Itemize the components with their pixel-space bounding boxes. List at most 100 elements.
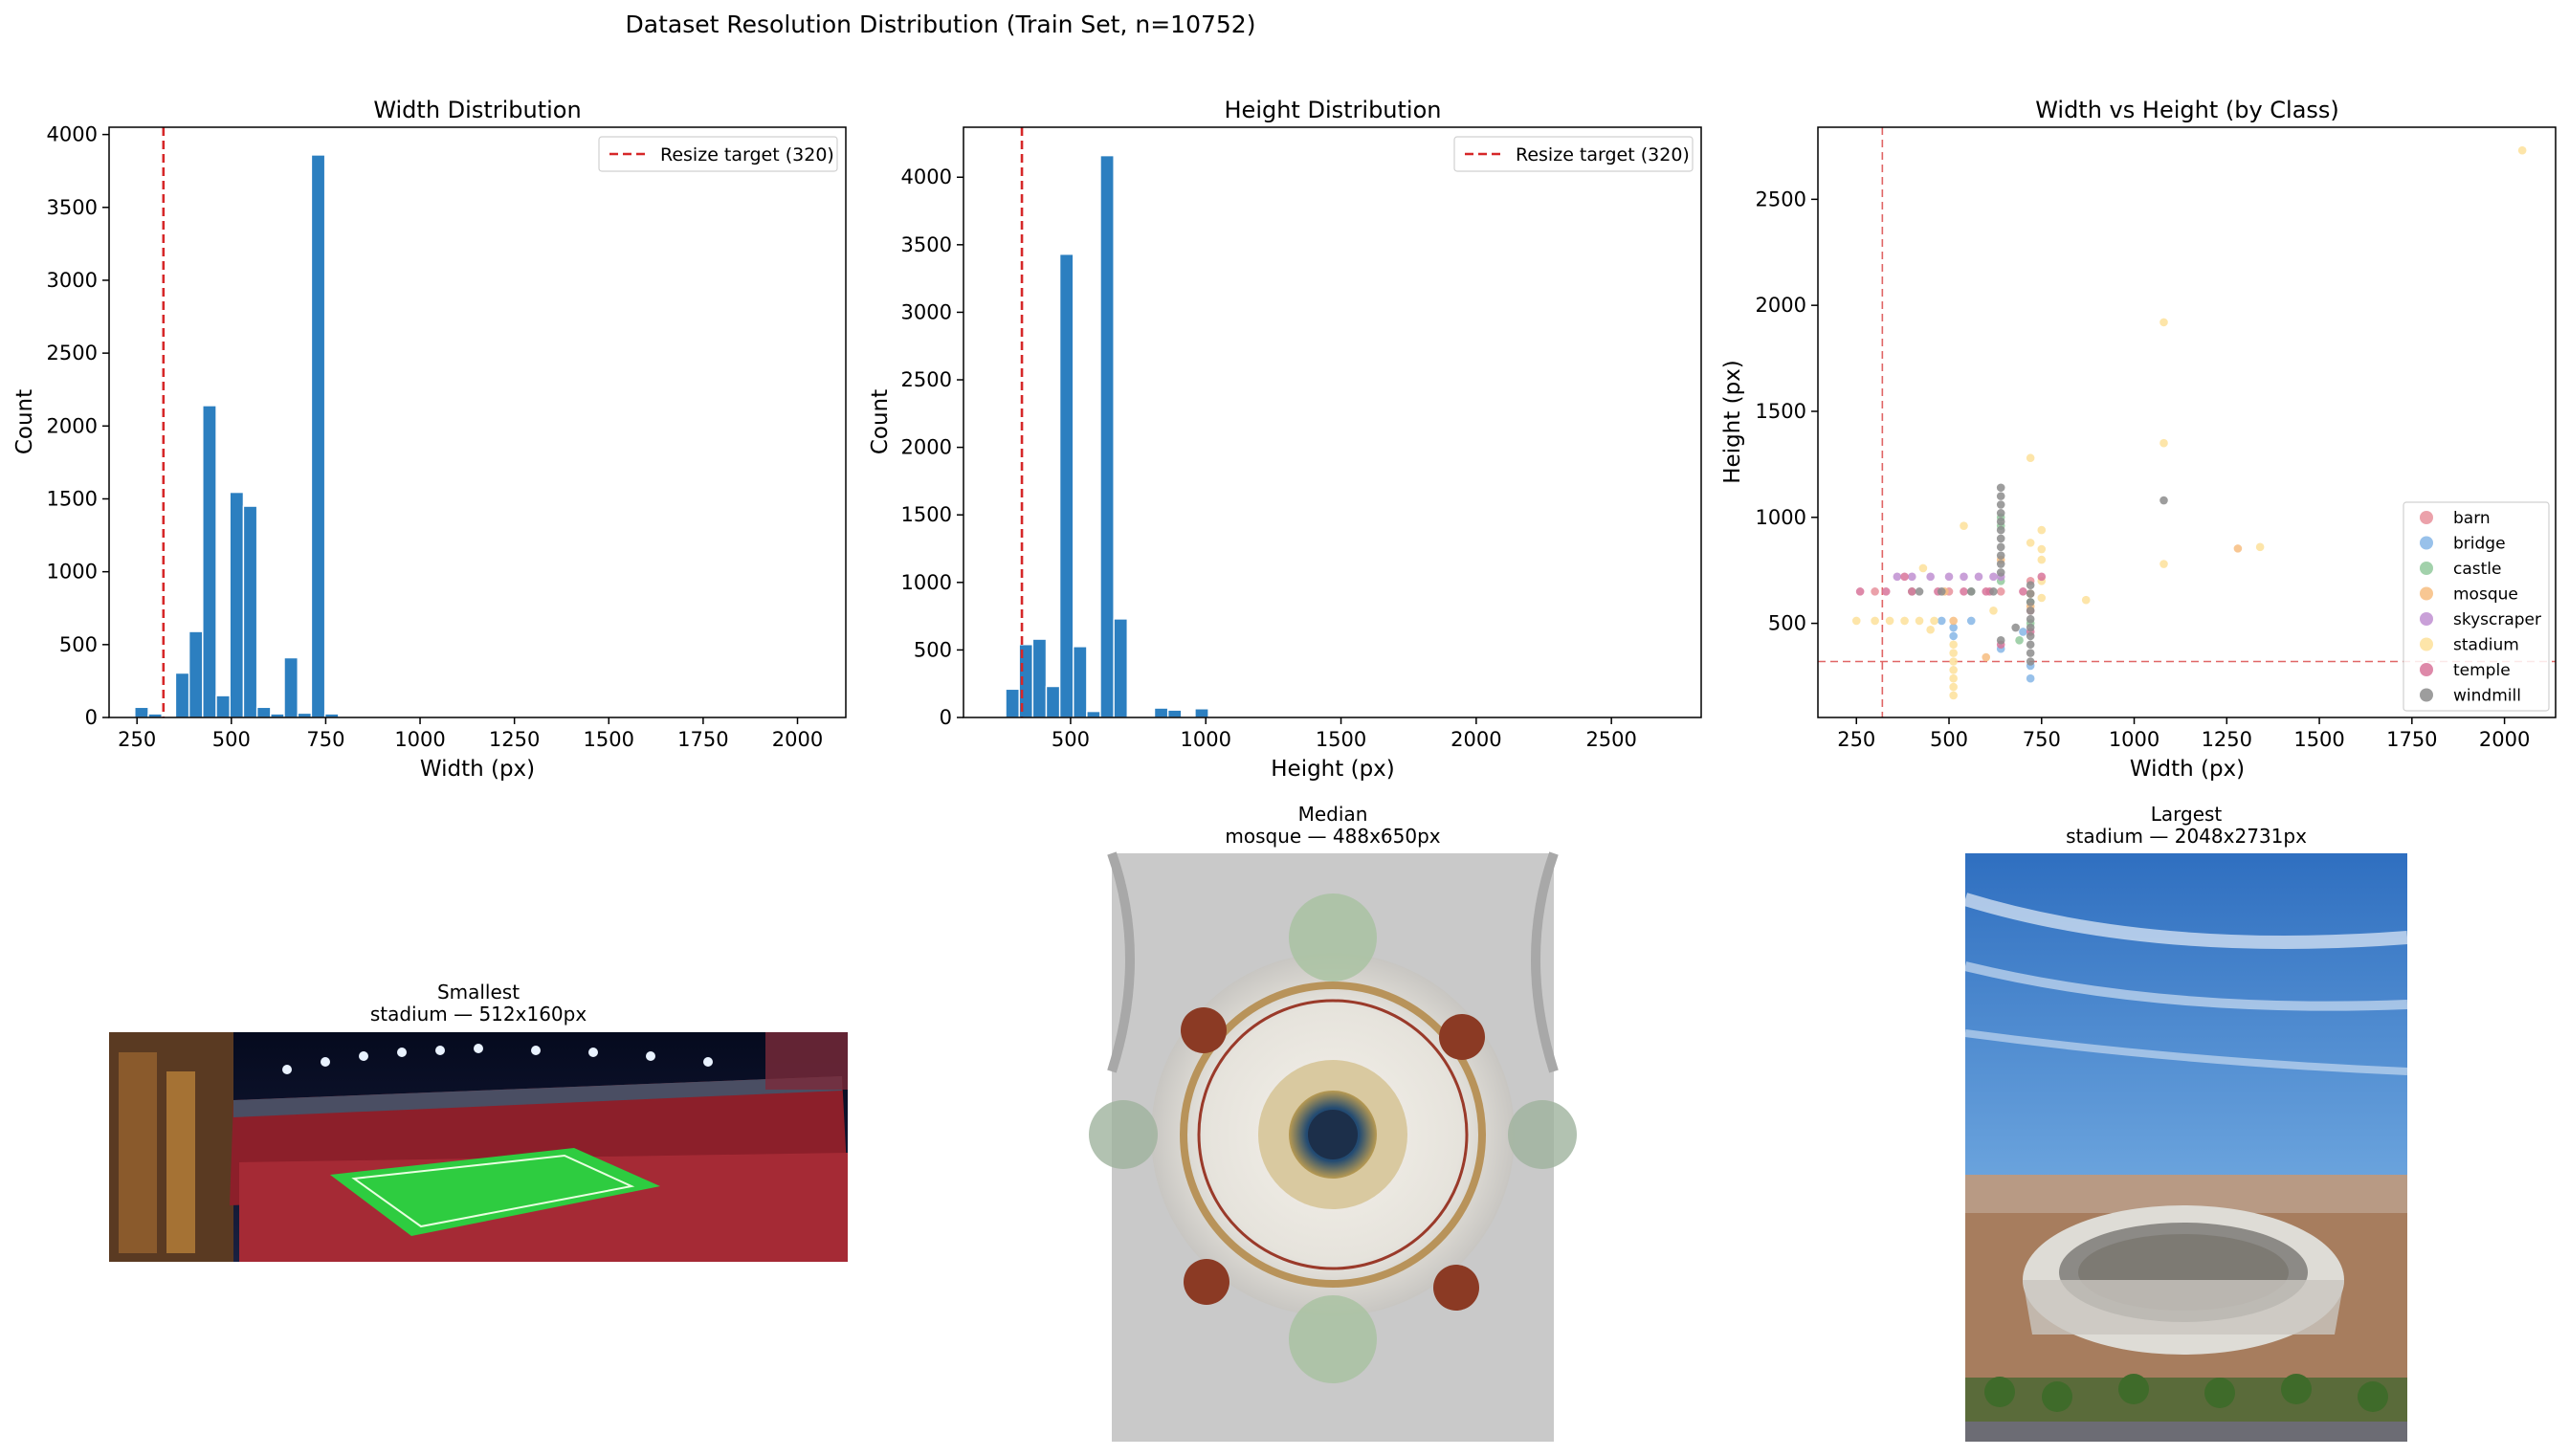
width-y-tick-label: 500: [59, 633, 98, 656]
height-y-tick-label: 1500: [901, 503, 952, 526]
scatter-point-temple: [1960, 587, 1968, 596]
width-bar: [188, 630, 204, 718]
scatter-point-skyscraper: [1944, 572, 1954, 582]
scatter-legend-label-temple: temple: [2453, 661, 2511, 680]
scatter-point-windmill: [2026, 631, 2035, 641]
scatter-point-skyscraper: [1974, 572, 1983, 582]
width-x-tick-label: 1500: [584, 728, 634, 751]
scatter-x-axis-label: Width (px): [2130, 757, 2245, 782]
scatter-point-stadium: [1949, 640, 1958, 650]
scatter-point-windmill: [1966, 587, 1976, 596]
scatter-point-castle: [2015, 636, 2024, 645]
scatter-point-windmill: [1996, 500, 2005, 509]
scatter-point-windmill: [1996, 483, 2005, 493]
scatter-point-stadium: [1949, 673, 1958, 683]
scatter-point-windmill: [2026, 581, 2035, 590]
scatter-x-tick-label: 750: [2023, 728, 2061, 751]
height-x-tick-label: 2000: [1451, 728, 1501, 751]
width-x-tick-label: 1750: [677, 728, 728, 751]
height-x-tick-label: 500: [1052, 728, 1090, 751]
width-legend-label: Resize target (320): [660, 144, 834, 165]
scatter-legend-marker-temple: [2420, 663, 2433, 676]
scatter-point-skyscraper: [1926, 572, 1935, 582]
scatter-point-windmill: [2026, 607, 2035, 615]
scatter-point-mosque: [1949, 616, 1958, 626]
scatter-point-barn: [1996, 587, 2005, 596]
width-y-tick-label: 0: [85, 706, 98, 729]
height-y-tick-label: 3500: [901, 233, 952, 256]
scatter-legend-marker-castle: [2420, 562, 2433, 575]
scatter-point-barn: [1871, 587, 1879, 596]
height-bar: [1045, 685, 1061, 718]
height-x-axis-label: Height (px): [1271, 757, 1395, 782]
scatter-point-stadium: [2026, 539, 2035, 547]
height-x-ticks: 500 1000 1500 2000 2500: [1052, 717, 1637, 751]
scatter-axes-frame: [1817, 126, 2557, 718]
height-bar: [1113, 618, 1128, 718]
scatter-y-tick-label: 500: [1768, 612, 1806, 635]
width-legend: Resize target (320): [598, 136, 838, 172]
height-bar: [1166, 709, 1183, 718]
scatter-point-stadium: [1960, 521, 1968, 530]
scatter-point-stadium: [1871, 616, 1879, 626]
scatter-point-stadium: [2026, 453, 2035, 463]
scatter-legend-entries: barn bridge castle mosque skyscraper stadium t…: [2420, 509, 2541, 706]
height-y-tick-label: 1000: [901, 571, 952, 594]
scatter-point-temple: [1908, 587, 1916, 596]
night-stadium-image: [109, 1032, 848, 1262]
scatter-point-stadium: [2517, 145, 2527, 155]
sample-smallest-caption: stadium — 512x160px: [370, 1003, 587, 1026]
width-x-tick-label: 1000: [394, 728, 445, 751]
scatter-point-temple: [1855, 587, 1865, 596]
width-y-tick-label: 4000: [47, 123, 98, 146]
scatter-point-windmill: [1996, 542, 2005, 552]
scatter-legend-label-bridge: bridge: [2453, 535, 2506, 554]
scatter-point-windmill: [2026, 640, 2035, 650]
height-x-tick-label: 2500: [1585, 728, 1636, 751]
scatter-point-bridge: [1937, 616, 1946, 626]
scatter-point-stadium: [2159, 438, 2168, 448]
width-y-tick-label: 2500: [47, 342, 98, 364]
scatter-point-stadium: [1930, 616, 1938, 626]
scatter-x-tick-label: 250: [1837, 728, 1875, 751]
width-x-tick-label: 2000: [772, 728, 823, 751]
scatter-point-skyscraper: [1960, 572, 1968, 582]
scatter-y-tick-label: 2500: [1756, 188, 1806, 210]
scatter-point-stadium: [2037, 593, 2047, 603]
width-bar: [202, 405, 217, 718]
sample-largest-heading: Largest: [2151, 803, 2223, 826]
scatter-point-windmill: [1996, 517, 2005, 526]
scatter-x-tick-label: 1000: [2109, 728, 2159, 751]
scatter-point-stadium: [1851, 616, 1861, 626]
width-chart-title: Width Distribution: [373, 97, 581, 123]
width-bars: [134, 154, 340, 718]
scatter-point-skyscraper: [1893, 572, 1902, 582]
scatter-y-ticks: 500 1000 1500 2000 2500: [1756, 188, 1818, 635]
scatter-point-windmill: [1996, 560, 2005, 568]
scatter-points: [1851, 145, 2527, 700]
scatter-legend-marker-bridge: [2420, 536, 2433, 550]
scatter-legend-label-windmill: windmill: [2453, 687, 2521, 706]
scatter-point-temple: [1900, 572, 1909, 582]
sample-largest-caption: stadium — 2048x2731px: [2066, 825, 2307, 848]
scatter-point-windmill: [2159, 496, 2168, 505]
height-y-tick-label: 2500: [901, 368, 952, 391]
scatter-point-stadium: [2037, 525, 2047, 535]
height-y-ticks: 0 500 1000 1500 2000 2500 3000 3500 4000: [901, 165, 963, 729]
scatter-point-windmill: [2026, 623, 2035, 632]
scatter-legend-marker-windmill: [2420, 688, 2433, 702]
scatter-point-stadium: [1949, 691, 1958, 700]
scatter-point-windmill: [2026, 598, 2035, 607]
scatter-point-skyscraper: [1989, 572, 1998, 582]
scatter-point-windmill: [2026, 614, 2035, 624]
sample-median-caption: mosque — 488x650px: [1225, 825, 1440, 848]
width-x-tick-label: 1250: [489, 728, 540, 751]
scatter-point-bridge: [2019, 628, 2027, 636]
scatter-point-windmill: [1996, 636, 2005, 645]
scatter-y-tick-label: 2000: [1756, 294, 1806, 317]
width-y-ticks: 0 500 1000 1500 2000 2500 3000 3500 4000: [47, 123, 109, 729]
scatter-x-tick-label: 1750: [2386, 728, 2437, 751]
figure-title: Dataset Resolution Distribution (Train S…: [626, 11, 1256, 38]
width-bar: [134, 706, 149, 718]
scatter-legend-marker-stadium: [2420, 637, 2433, 651]
